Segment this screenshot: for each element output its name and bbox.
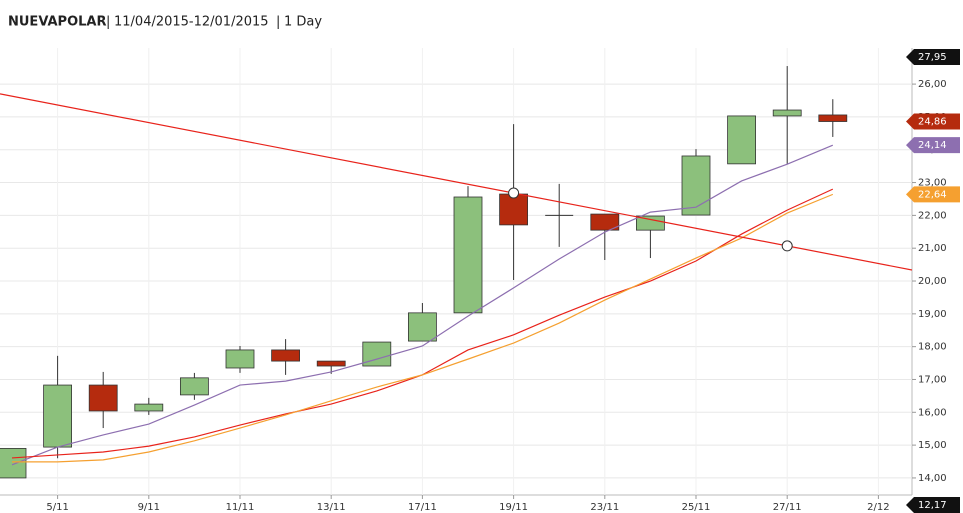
separator: | [276, 15, 280, 30]
y-tick-label: 14,00 [918, 473, 947, 484]
plot [0, 66, 912, 479]
x-tick-label: 2/12 [867, 502, 889, 513]
interval: 1 Day [284, 15, 322, 30]
y-tick-label: 20,00 [918, 276, 947, 287]
price-marker-label: 27,95 [918, 52, 947, 63]
date-range: 11/04/2015-12/01/2015 [114, 15, 269, 30]
price-marker [906, 49, 960, 65]
y-tick-label: 18,00 [918, 342, 947, 353]
candle-body [407, 312, 437, 342]
x-tick-label: 23/11 [590, 502, 619, 513]
y-tick-label: 15,00 [918, 440, 947, 451]
price-marker-label: 24,86 [918, 117, 947, 128]
candle-body [225, 349, 255, 369]
price-marker [906, 113, 960, 130]
x-tick-label: 11/11 [226, 502, 255, 513]
x-tick-label: 9/11 [138, 502, 160, 513]
candle-body [636, 215, 665, 231]
candle-body [43, 384, 72, 448]
candle-body [362, 341, 392, 367]
line-series [11, 144, 834, 466]
price-marker-label: 24,14 [918, 140, 947, 151]
price-marker-label: 22,64 [918, 189, 947, 200]
chart-title: NUEVAPOLAR [8, 15, 107, 30]
x-tick-label: 27/11 [773, 502, 802, 513]
x-tick-label: 25/11 [682, 502, 711, 513]
trend-anchor [781, 240, 793, 252]
x-tick-label: 5/11 [46, 502, 68, 513]
candle-body [134, 403, 164, 412]
x-tick-label: 13/11 [317, 502, 346, 513]
y-tick-label: 21,00 [918, 243, 947, 254]
x-tick-label: 17/11 [408, 502, 437, 513]
candle-body [499, 193, 529, 226]
candle-body [681, 155, 711, 216]
candle-body [0, 447, 27, 479]
candle-body [179, 377, 209, 396]
price-marker-label: 12,17 [918, 500, 947, 511]
separator: | [106, 15, 110, 30]
candle-body [316, 360, 346, 367]
candle-body [727, 115, 756, 165]
y-tick-label: 19,00 [918, 309, 947, 320]
candle-body [590, 213, 620, 231]
y-tick-label: 16,00 [918, 407, 947, 418]
trend-anchor [508, 187, 520, 199]
title-bar: NUEVAPOLAR | 11/04/2015-12/01/2015 | 1 D… [8, 15, 322, 30]
y-tick-label: 26,00 [918, 79, 947, 90]
candle-body [453, 196, 483, 314]
price-marker [906, 497, 960, 513]
y-tick-label: 17,00 [918, 374, 947, 385]
price-marker [906, 186, 960, 203]
trend-line [0, 93, 912, 271]
y-tick-label: 23,00 [918, 178, 947, 189]
candle-body [271, 349, 301, 362]
candle-body [818, 114, 848, 122]
line-series [12, 193, 834, 463]
candle-body [88, 384, 118, 412]
x-tick-label: 19/11 [499, 502, 528, 513]
y-tick-label: 22,00 [918, 210, 947, 221]
candle-body [772, 109, 802, 117]
price-marker [906, 137, 960, 154]
